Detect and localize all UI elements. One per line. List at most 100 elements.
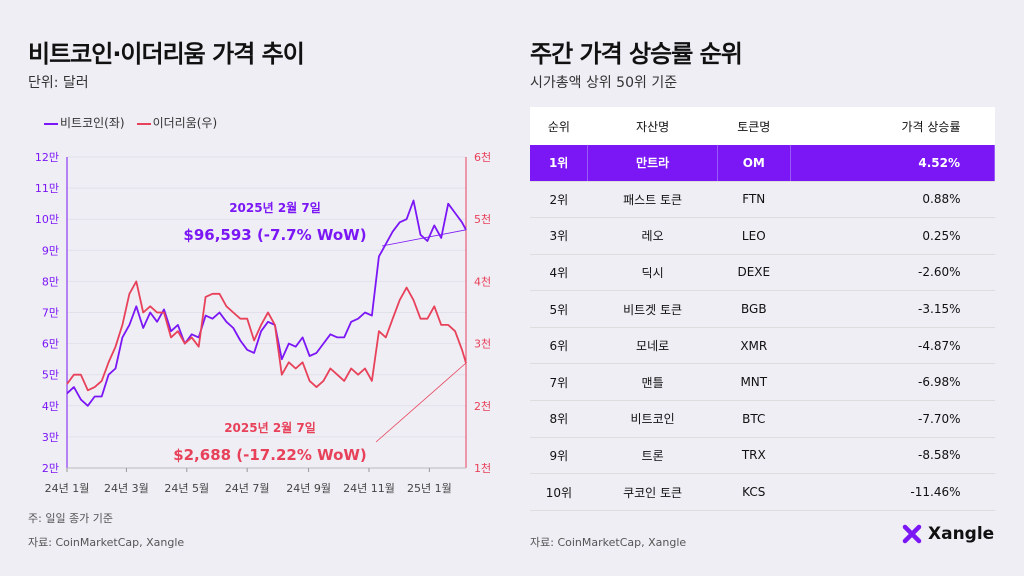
x-tick-label: 24년 11월 — [343, 482, 395, 495]
cell-change: -4.87% — [790, 327, 995, 365]
legend-label: 비트코인(좌) — [60, 116, 125, 130]
y-left-tick-label: 8만 — [42, 275, 59, 288]
cell-rank: 5위 — [530, 290, 588, 328]
cell-token: OM — [717, 145, 791, 182]
chart-subtitle: 단위: 달러 — [28, 75, 89, 91]
cell-rank: 3위 — [530, 217, 588, 255]
xangle-x-icon — [902, 524, 922, 544]
cell-token: XMR — [717, 327, 791, 365]
table-row: 8위 비트코인 BTC -7.70% — [530, 400, 995, 438]
table-row: 10위 쿠코인 토큰 KCS -11.46% — [530, 473, 995, 511]
cell-change: -2.60% — [790, 254, 995, 292]
chart-source: 자료: CoinMarketCap, Xangle — [28, 536, 185, 549]
table-row: 1위 만트라 OM 4.52% — [530, 145, 996, 182]
x-tick-label: 25년 1월 — [407, 482, 452, 495]
y-right-tick-label: 1천 — [474, 461, 491, 475]
header-token: 토큰명 — [717, 107, 791, 145]
cell-token: KCS — [717, 473, 791, 511]
x-tick-label: 24년 5월 — [164, 482, 209, 495]
cell-rank: 10위 — [530, 473, 588, 511]
x-tick-label: 24년 3월 — [104, 482, 149, 495]
table-row: 9위 트론 TRX -8.58% — [530, 437, 995, 475]
cell-change: -11.46% — [790, 473, 995, 511]
y-left-tick-label: 2만 — [42, 462, 59, 475]
cell-token: LEO — [717, 217, 791, 255]
header-change: 가격 상승률 — [790, 107, 995, 145]
chart-note: 주: 일일 종가 기준 — [28, 512, 114, 525]
cell-change: 0.25% — [790, 217, 995, 255]
cell-token: TRX — [717, 437, 791, 475]
y-left-tick-label: 3만 — [42, 431, 59, 444]
cell-asset: 패스트 토큰 — [587, 181, 718, 219]
brand-name: Xangle — [928, 524, 995, 544]
legend-item-btc: 비트코인(좌) — [44, 114, 125, 131]
legend-label: 이더리움(우) — [152, 116, 218, 130]
cell-change: 0.88% — [790, 181, 995, 219]
header-asset: 자산명 — [587, 107, 718, 145]
y-left-tick-label: 5만 — [42, 369, 59, 382]
table-row: 3위 레오 LEO 0.25% — [530, 217, 995, 255]
cell-rank: 6위 — [530, 327, 588, 365]
cell-asset: 비트코인 — [587, 400, 718, 438]
table-row: 2위 패스트 토큰 FTN 0.88% — [530, 181, 995, 219]
cell-token: FTN — [717, 181, 791, 219]
price-chart: 2만 3만 4만 5만 6만 7만 8만 9만 10만 11만 12만 1천 2천 3천 4천 5천 6천 24년… — [35, 150, 491, 495]
btc-annotation-value: $96,593 (-7.7% WoW) — [183, 226, 366, 244]
cell-asset: 레오 — [587, 217, 718, 255]
cell-token: DEXE — [717, 254, 791, 292]
y-left-tick-label: 9만 — [42, 244, 59, 257]
ranking-table: 순위 자산명 토큰명 가격 상승률 1위 만트라 OM 4.52% 2위 패스트 토큰 FT… — [530, 107, 996, 511]
cell-asset: 딕시 — [587, 254, 718, 292]
y-right-tick-label: 4천 — [474, 274, 491, 288]
y-right-tick-label: 2천 — [474, 399, 491, 413]
cell-asset: 비트겟 토큰 — [587, 290, 718, 328]
btc-annotation-date: 2025년 2월 7일 — [229, 200, 321, 215]
legend-item-eth: 이더리움(우) — [136, 114, 218, 131]
cell-change: -8.58% — [790, 437, 995, 475]
xangle-logo: Xangle — [902, 524, 994, 544]
y-left-tick-label: 10만 — [35, 213, 59, 226]
cell-token: BTC — [717, 400, 791, 438]
header-rank: 순위 — [530, 107, 588, 145]
cell-asset: 모네로 — [587, 327, 718, 365]
table-row: 5위 비트겟 토큰 BGB -3.15% — [530, 290, 995, 328]
cell-rank: 1위 — [530, 145, 589, 182]
y-right-tick-label: 3천 — [474, 337, 491, 351]
cell-asset: 만트라 — [587, 145, 718, 182]
cell-change: -3.15% — [790, 290, 995, 328]
cell-rank: 8위 — [530, 400, 588, 438]
cell-change: -6.98% — [790, 363, 995, 402]
y-right-tick-label: 5천 — [474, 212, 491, 226]
cell-asset: 쿠코인 토큰 — [587, 473, 718, 511]
x-tick-label: 24년 1월 — [45, 482, 90, 495]
table-row: 4위 딕시 DEXE -2.60% — [530, 254, 995, 292]
y-left-tick-label: 12만 — [35, 151, 59, 164]
cell-rank: 7위 — [530, 363, 588, 402]
cell-change: 4.52% — [790, 145, 996, 182]
table-subtitle: 시가총액 상위 50위 기준 — [530, 75, 678, 91]
cell-asset: 트론 — [587, 437, 718, 475]
y-left-tick-label: 4만 — [42, 400, 59, 413]
y-left-tick-label: 7만 — [42, 307, 59, 320]
cell-rank: 4위 — [530, 254, 588, 292]
cell-change: -7.70% — [790, 400, 995, 438]
cell-token: BGB — [717, 290, 791, 328]
table-row: 7위 맨틀 MNT -6.98% — [530, 363, 995, 402]
chart-legend: 비트코인(좌) 이더리움(우) — [44, 114, 217, 131]
cell-asset: 맨틀 — [587, 363, 718, 402]
y-left-tick-label: 6만 — [42, 338, 59, 351]
x-tick-label: 24년 7월 — [225, 482, 270, 495]
table-header: 순위 자산명 토큰명 가격 상승률 — [530, 107, 995, 145]
chart-title: 비트코인·이더리움 가격 추이 — [28, 40, 305, 68]
cell-rank: 2위 — [530, 181, 588, 219]
y-right-tick-label: 6천 — [474, 150, 491, 164]
cell-token: MNT — [717, 363, 791, 402]
eth-annotation-date: 2025년 2월 7일 — [224, 420, 316, 435]
series-line-btc — [66, 199, 467, 407]
cell-rank: 9위 — [530, 437, 588, 475]
table-row: 6위 모네로 XMR -4.87% — [530, 327, 995, 365]
y-left-tick-label: 11만 — [35, 182, 59, 195]
table-title: 주간 가격 상승률 순위 — [530, 40, 743, 68]
x-tick-label: 24년 9월 — [286, 482, 331, 495]
eth-annotation-leader — [375, 362, 467, 443]
